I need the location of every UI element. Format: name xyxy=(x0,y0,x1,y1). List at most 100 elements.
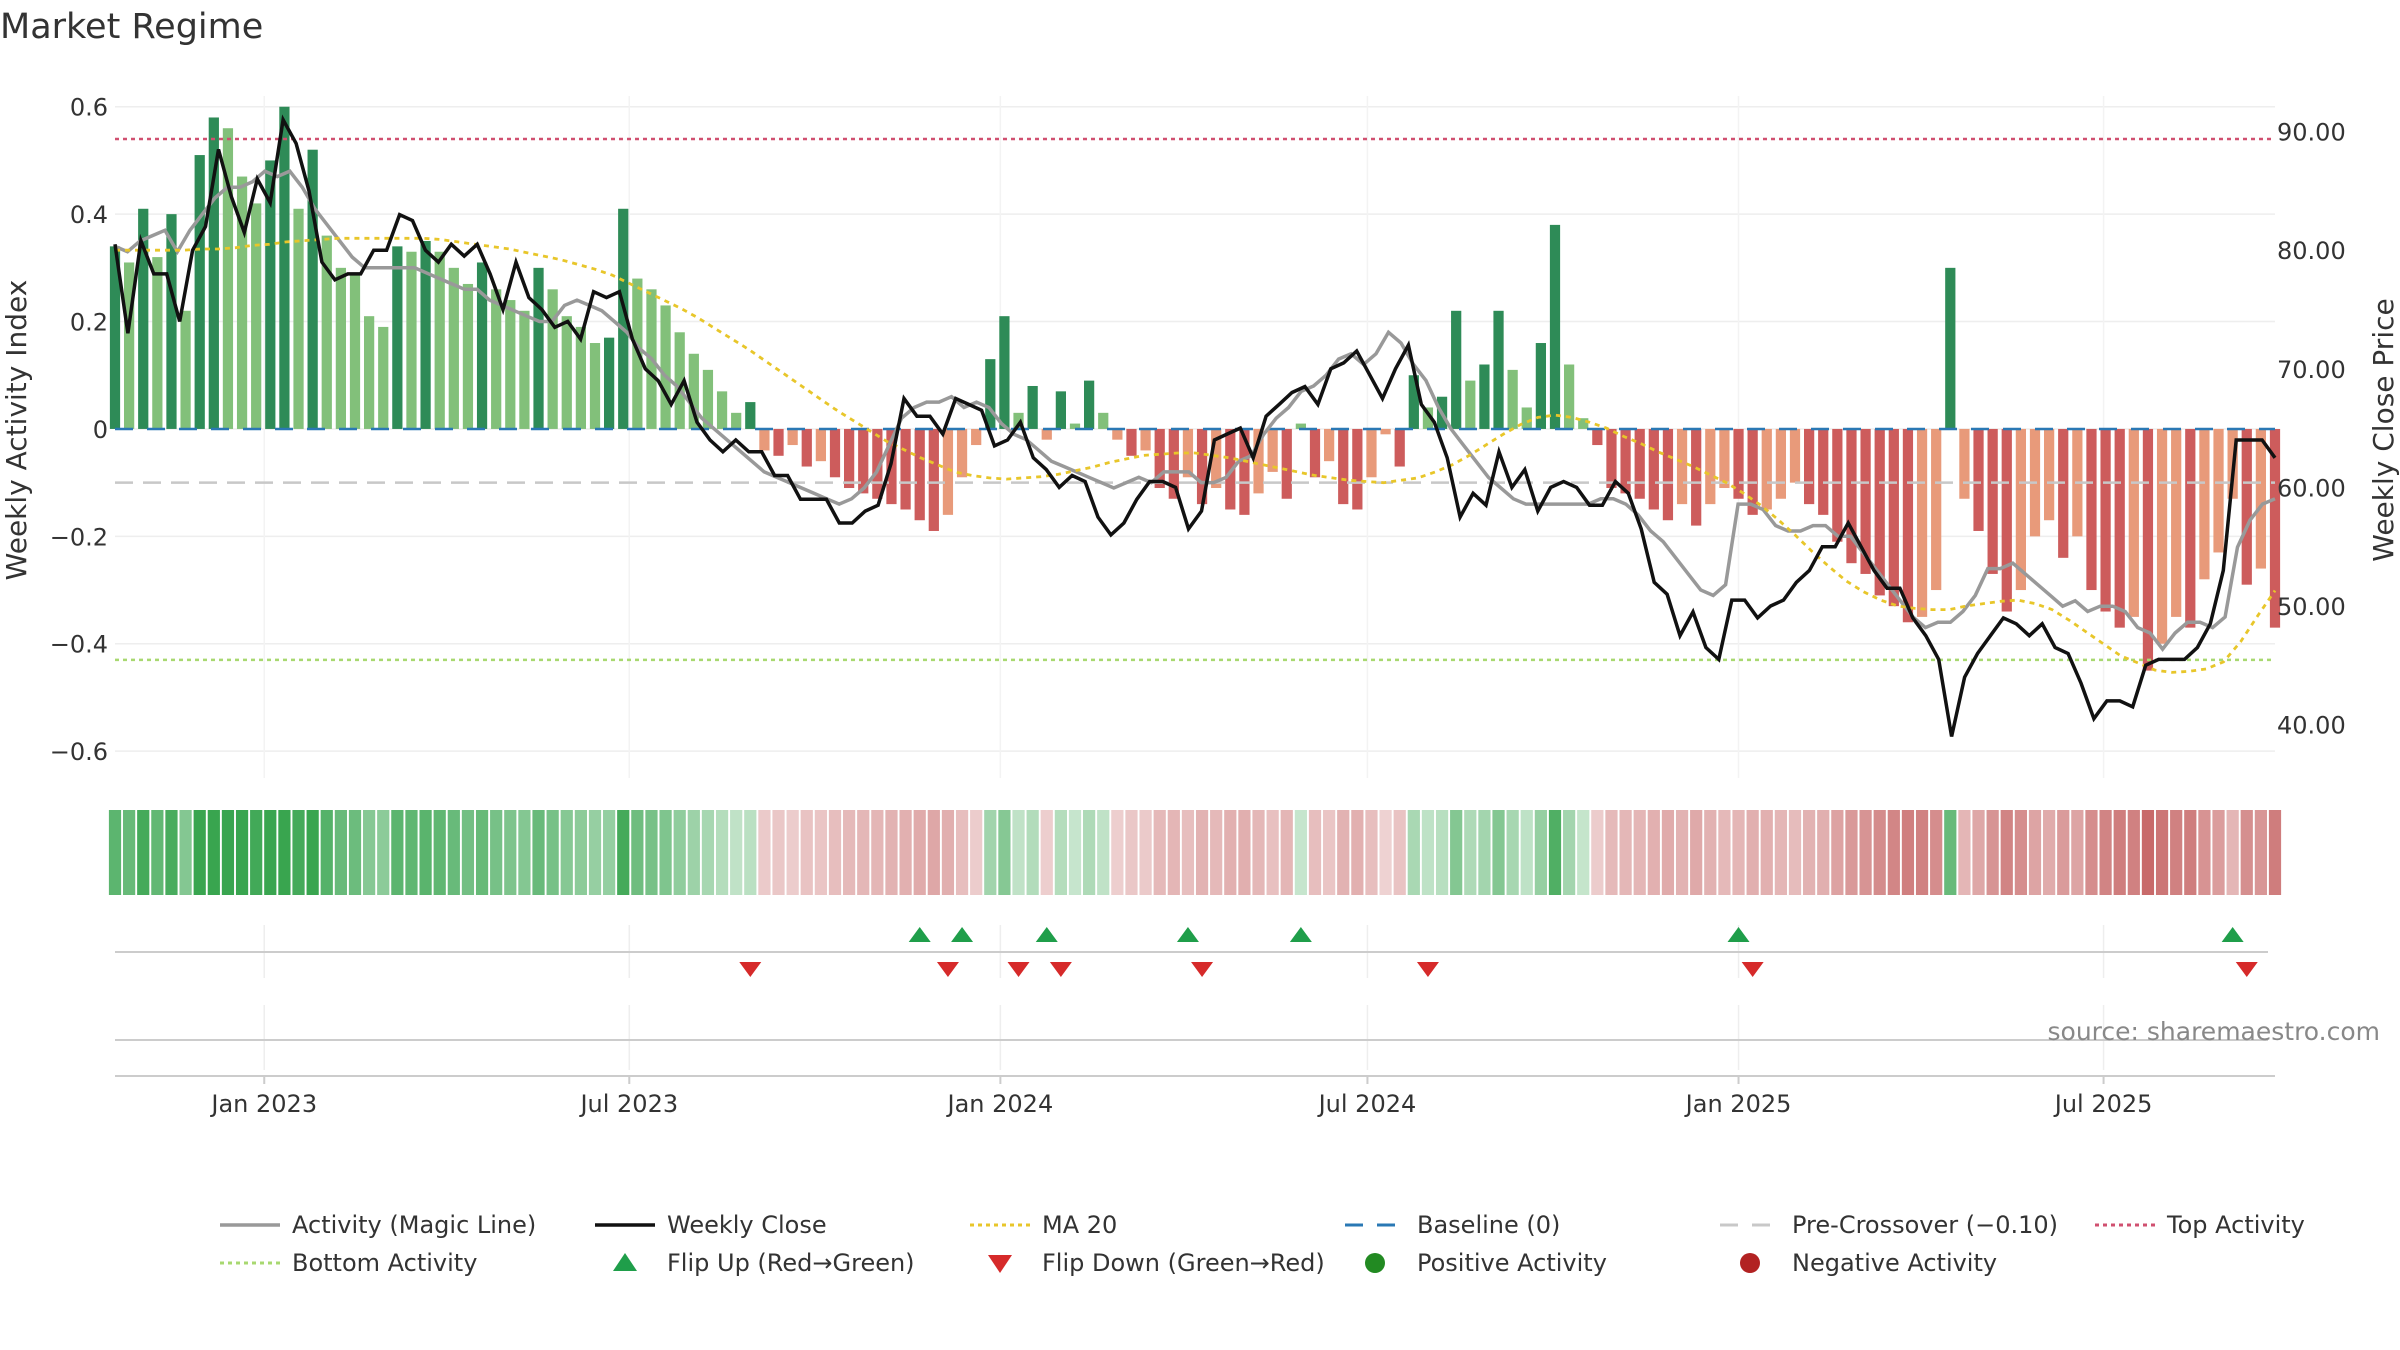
activity-bar xyxy=(1564,364,1575,429)
regime-cell xyxy=(1026,810,1039,895)
activity-bar xyxy=(2171,428,2182,617)
activity-bar xyxy=(674,332,685,429)
activity-bar xyxy=(1747,428,1758,515)
activity-bar xyxy=(1705,428,1716,505)
regime-cell xyxy=(1690,810,1703,895)
activity-bar xyxy=(1196,428,1208,505)
legend-swatch xyxy=(1365,1253,1385,1273)
regime-cell xyxy=(1323,810,1336,895)
regime-cell xyxy=(391,810,404,895)
activity-bar xyxy=(392,246,403,429)
activity-bar xyxy=(1055,391,1066,429)
activity-bar xyxy=(1479,364,1490,429)
activity-bar xyxy=(900,428,911,510)
regime-cell xyxy=(857,810,870,895)
activity-bar xyxy=(364,316,375,429)
legend-swatch xyxy=(988,1255,1012,1273)
weekly-close-line xyxy=(113,114,2277,737)
activity-bar xyxy=(109,246,121,429)
regime-cell xyxy=(2198,810,2211,895)
regime-cell xyxy=(1308,810,1322,895)
regime-cell xyxy=(1548,810,1562,895)
regime-cell xyxy=(2071,810,2084,895)
activity-bar xyxy=(279,106,290,429)
left-axis: 0.6 0.4 0.2 0 −0.2 −0.4 −0.6 xyxy=(50,94,108,766)
activity-bar xyxy=(1168,428,1179,499)
activity-bar xyxy=(815,428,826,462)
legend-item: Baseline (0) xyxy=(1345,1211,1560,1239)
activity-bar xyxy=(1507,369,1518,429)
regime-cell xyxy=(306,810,319,895)
regime-cell xyxy=(1492,810,1505,895)
regime-cell xyxy=(1915,810,1929,895)
regime-cell xyxy=(1068,810,1082,895)
regime-cell xyxy=(250,810,263,895)
legend-label: Bottom Activity xyxy=(292,1249,477,1277)
right-axis-title: Weekly Close Price xyxy=(2367,298,2400,561)
regime-cell xyxy=(2212,810,2225,895)
regime-cell xyxy=(1534,810,1547,895)
flip-markers-panel xyxy=(115,925,2268,978)
legend-item: Flip Down (Green→Red) xyxy=(988,1249,1325,1277)
activity-bar xyxy=(1366,428,1377,478)
regime-cell xyxy=(1661,810,1675,895)
regime-cell xyxy=(1647,810,1660,895)
regime-cell xyxy=(1817,810,1830,895)
source-credit: source: sharemaestro.com xyxy=(2048,1017,2381,1046)
regime-cell xyxy=(1210,810,1223,895)
activity-bar xyxy=(801,428,812,467)
regime-cell xyxy=(1944,810,1957,895)
activity-bar xyxy=(378,326,389,429)
activity-bar xyxy=(138,208,149,429)
regime-cell xyxy=(1280,810,1293,895)
legend-item: Positive Activity xyxy=(1365,1249,1607,1277)
regime-cell xyxy=(405,810,418,895)
activity-bar xyxy=(1606,428,1617,489)
activity-bar xyxy=(349,273,361,429)
activity-bar xyxy=(1733,428,1744,499)
regime-cell xyxy=(1718,810,1731,895)
activity-bar xyxy=(773,428,784,456)
activity-bar xyxy=(251,203,262,429)
legend-label: Activity (Magic Line) xyxy=(292,1211,536,1239)
activity-bar xyxy=(2058,428,2069,558)
activity-bar xyxy=(1027,385,1038,429)
regime-cell xyxy=(108,810,122,895)
regime-cell xyxy=(758,810,771,895)
regime-cell xyxy=(292,810,305,895)
regime-cell xyxy=(1125,810,1138,895)
activity-bar xyxy=(2199,428,2210,580)
legend-item: Activity (Magic Line) xyxy=(220,1211,536,1239)
regime-cell xyxy=(1887,810,1900,895)
activity-bar xyxy=(1281,428,1292,499)
regime-cell xyxy=(504,810,517,895)
regime-cell xyxy=(1746,810,1759,895)
right-tick-label: 70.00 xyxy=(2277,356,2346,384)
legend-swatch xyxy=(1740,1253,1760,1273)
regime-strip xyxy=(108,810,2282,895)
right-tick-label: 40.00 xyxy=(2277,712,2346,740)
activity-bar xyxy=(787,428,798,446)
regime-cell xyxy=(518,810,531,895)
activity-bar xyxy=(1309,428,1321,478)
regime-cell xyxy=(1591,810,1604,895)
activity-bar xyxy=(971,428,982,446)
activity-bar xyxy=(2142,428,2154,671)
activity-bar xyxy=(985,359,996,429)
flip-up-marker xyxy=(908,927,931,942)
activity-bar xyxy=(1451,310,1462,429)
regime-cell xyxy=(1788,810,1802,895)
left-tick-label: 0.6 xyxy=(70,94,108,122)
activity-bar xyxy=(1493,310,1504,429)
activity-bar xyxy=(956,428,968,478)
regime-cell xyxy=(2028,810,2042,895)
legend-label: Pre-Crossover (−0.10) xyxy=(1792,1211,2058,1239)
activity-bar xyxy=(448,267,459,429)
activity-bar xyxy=(1973,428,1984,531)
activity-bar xyxy=(1154,428,1165,489)
regime-cell xyxy=(1379,810,1392,895)
regime-cell xyxy=(1097,810,1110,895)
flip-down-marker xyxy=(2235,962,2258,977)
activity-bar xyxy=(2044,428,2055,521)
